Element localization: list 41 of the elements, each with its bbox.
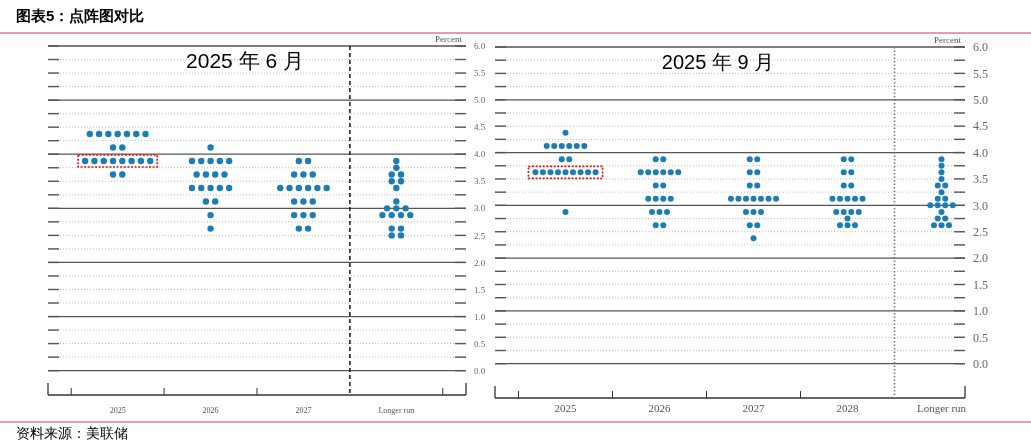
y-tick-label: 3.0 (973, 198, 988, 213)
y-tick-label: 4.0 (474, 149, 486, 160)
y-tick-label: 4.0 (973, 145, 988, 160)
y-tick-label: 6.0 (973, 40, 988, 55)
y-tick-label: 3.5 (474, 176, 486, 187)
text: 资料来源：美联储 (16, 425, 128, 441)
x-tick-label: Longer run (378, 406, 415, 415)
y-tick-label: 1.5 (973, 277, 988, 292)
chart-title: 2025 年 9 月 (661, 51, 775, 73)
text: 图表5：点阵图对比 (16, 7, 145, 24)
y-tick-label: 2.0 (474, 257, 486, 268)
y-tick-label: 5.0 (474, 95, 486, 106)
y-tick-label: 4.5 (474, 122, 486, 133)
chart-title: 2025 年 6 月 (186, 49, 304, 72)
x-tick-label: 2026 (648, 402, 671, 414)
y-tick-label: 0.5 (973, 330, 988, 345)
y-tick-label: 3.5 (973, 172, 988, 187)
y-tick-label: 2.5 (973, 224, 988, 239)
y-tick-label: 5.5 (474, 68, 486, 79)
x-tick-label: 2026 (202, 406, 219, 415)
x-tick-label: 2027 (742, 402, 765, 414)
y-tick-label: 0.0 (474, 365, 486, 376)
x-tick-label: 2027 (295, 406, 312, 415)
y-tick-label: 0.5 (474, 338, 486, 349)
y-axis-title: Percent (435, 34, 463, 44)
y-tick-label: 5.0 (973, 92, 988, 107)
y-tick-label: 0.0 (973, 356, 988, 371)
y-tick-label: 3.0 (474, 203, 486, 214)
y-tick-label: 2.0 (973, 251, 988, 266)
y-tick-label: 4.5 (973, 119, 988, 134)
y-tick-label: 1.0 (973, 304, 988, 319)
x-tick-label: Longer run (916, 402, 967, 414)
x-tick-label: 2025 (554, 402, 577, 414)
y-tick-label: 5.5 (973, 66, 988, 81)
y-tick-label: 6.0 (474, 41, 486, 52)
y-tick-label: 1.0 (474, 311, 486, 322)
y-tick-label: 1.5 (474, 284, 486, 295)
y-tick-label: 2.5 (474, 230, 486, 241)
x-tick-label: 2028 (836, 402, 859, 414)
x-tick-label: 2025 (109, 406, 126, 415)
y-axis-title: Percent (934, 35, 962, 45)
